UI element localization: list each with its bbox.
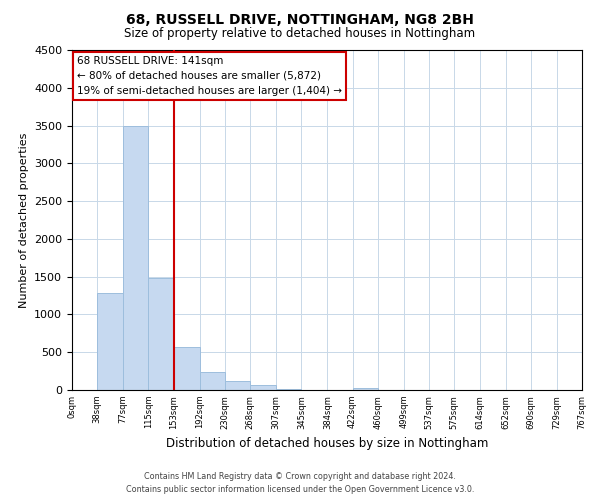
Bar bbox=[225, 381, 250, 390]
Y-axis label: Number of detached properties: Number of detached properties bbox=[19, 132, 29, 308]
Bar bbox=[174, 347, 200, 390]
Bar bbox=[200, 372, 225, 390]
X-axis label: Distribution of detached houses by size in Nottingham: Distribution of detached houses by size … bbox=[166, 437, 488, 450]
Bar bbox=[250, 386, 276, 390]
Bar bbox=[276, 389, 301, 390]
Bar bbox=[97, 294, 123, 390]
Bar bbox=[123, 126, 148, 390]
Text: 68 RUSSELL DRIVE: 141sqm
← 80% of detached houses are smaller (5,872)
19% of sem: 68 RUSSELL DRIVE: 141sqm ← 80% of detach… bbox=[77, 56, 343, 96]
Bar bbox=[148, 278, 174, 390]
Bar bbox=[353, 388, 378, 390]
Text: Contains HM Land Registry data © Crown copyright and database right 2024.
Contai: Contains HM Land Registry data © Crown c… bbox=[126, 472, 474, 494]
Text: Size of property relative to detached houses in Nottingham: Size of property relative to detached ho… bbox=[124, 28, 476, 40]
Text: 68, RUSSELL DRIVE, NOTTINGHAM, NG8 2BH: 68, RUSSELL DRIVE, NOTTINGHAM, NG8 2BH bbox=[126, 12, 474, 26]
